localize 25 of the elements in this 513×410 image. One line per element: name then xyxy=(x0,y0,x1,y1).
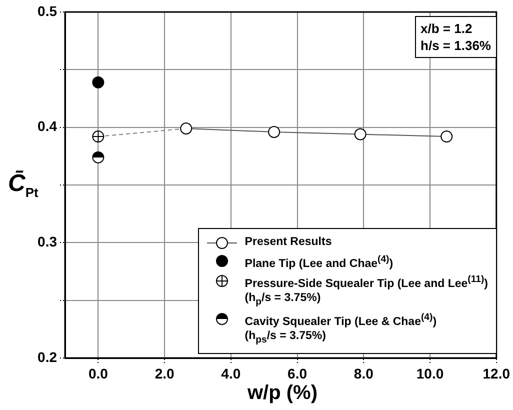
y-axis-title: C̄$_{Pt}$ xyxy=(8,170,38,200)
point xyxy=(92,151,104,164)
x-tick-label: 6.0 xyxy=(288,365,308,382)
x-tick-label: 4.0 xyxy=(221,365,241,382)
y-tick-label: 0.4 xyxy=(38,118,58,134)
point xyxy=(440,130,453,143)
text: Cavity Squealer Tip (Lee & Chae$^{(4)}$) (h$_{ps}$/s = 3.75%) xyxy=(244,312,437,345)
x-tick-label: 0.0 xyxy=(88,365,108,382)
legend-label: Present Results xyxy=(244,234,332,249)
point xyxy=(92,76,104,88)
x-axis-title: w/p (%) xyxy=(246,382,318,405)
y-tick-label: 0.2 xyxy=(38,348,58,365)
legend-label: Plane Tip (Lee and Chae$^{(4)}$) xyxy=(244,252,394,271)
y-tick-label: 0.5 xyxy=(38,2,58,19)
x-tick-label: 12.0 xyxy=(482,365,510,382)
x-tick-label: 2.0 xyxy=(154,365,174,382)
annotation: x/b = 1.2 xyxy=(420,20,474,37)
annotation: h/s = 1.36% xyxy=(420,37,491,54)
point xyxy=(180,122,192,134)
x-tick-label: 8.0 xyxy=(354,365,374,382)
text: Pressure-Side Squealer Tip (Lee and Lee$^{(11)}$) (h$_{p}$/s = 3.75%) xyxy=(244,274,488,307)
y-tick-label: 0.3 xyxy=(38,234,58,250)
x-tick-label: 10.0 xyxy=(416,365,444,382)
point xyxy=(354,128,366,140)
point xyxy=(268,126,280,138)
